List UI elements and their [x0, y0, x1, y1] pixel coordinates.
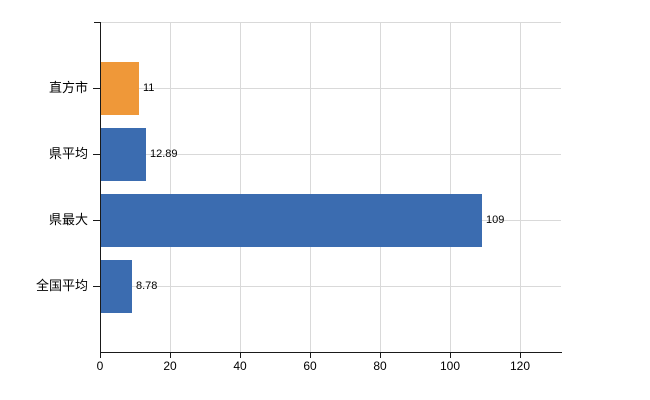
x-axis-tick: [450, 353, 451, 358]
horizontal-gridline: [101, 88, 561, 89]
vertical-gridline: [450, 22, 451, 352]
x-axis-tick-label: 80: [373, 359, 387, 373]
vertical-gridline: [380, 22, 381, 352]
bar-直方市: [101, 62, 139, 115]
plot-area: 11 12.89 109 8.78: [101, 22, 561, 352]
x-axis-tick: [380, 353, 381, 358]
vertical-gridline: [520, 22, 521, 352]
category-tick: [93, 220, 100, 221]
x-axis-tick-label: 60: [303, 359, 317, 373]
bar-value-label: 11: [143, 82, 155, 94]
bar-value-label: 12.89: [150, 148, 178, 160]
bar-県平均: [101, 128, 146, 181]
x-axis-tick-label: 20: [163, 359, 177, 373]
category-label-直方市: 直方市: [48, 80, 88, 95]
category-tick: [93, 286, 100, 287]
horizontal-gridline: [101, 154, 561, 155]
vertical-gridline: [240, 22, 241, 352]
bar-value-label: 8.78: [136, 280, 158, 292]
x-axis-tick-label: 40: [233, 359, 247, 373]
x-axis-tick-label: 100: [439, 359, 461, 373]
category-tick: [93, 154, 100, 155]
plot-top-border: [101, 22, 561, 23]
x-axis-tick: [240, 353, 241, 358]
y-axis-top-tick: [94, 22, 101, 23]
x-axis-tick-label: 0: [96, 359, 104, 373]
horizontal-gridline: [101, 286, 561, 287]
vertical-gridline: [310, 22, 311, 352]
y-axis-line: [100, 22, 101, 353]
x-axis-tick: [520, 353, 521, 358]
vertical-gridline: [170, 22, 171, 352]
bar-value-label: 109: [486, 214, 505, 226]
x-axis-tick-label: 120: [509, 359, 531, 373]
bar-県最大: [101, 194, 482, 247]
category-label-県最大: 県最大: [48, 212, 88, 227]
x-axis-tick: [310, 353, 311, 358]
bar-全国平均: [101, 260, 132, 313]
category-label-全国平均: 全国平均: [35, 278, 88, 293]
x-axis-line: [100, 352, 562, 353]
x-axis-tick: [170, 353, 171, 358]
x-axis-tick: [100, 353, 101, 358]
category-tick: [93, 88, 100, 89]
category-label-県平均: 県平均: [48, 146, 88, 161]
